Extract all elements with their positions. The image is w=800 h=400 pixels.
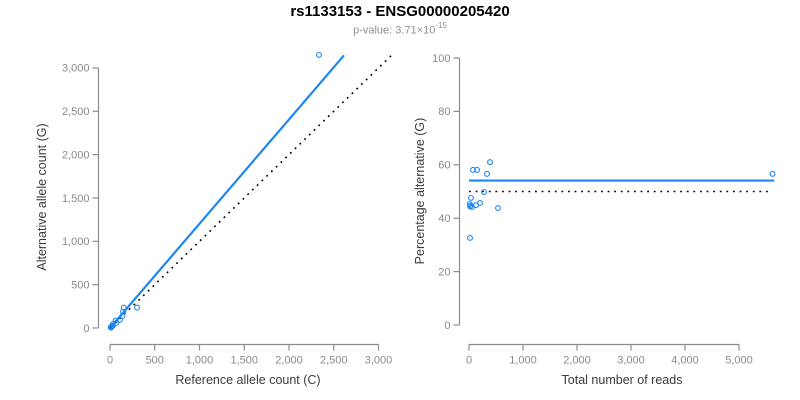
x-tick-label: 2,000 — [275, 355, 303, 367]
scatter-point — [316, 51, 322, 58]
scatter-point — [495, 205, 501, 212]
scatter-point — [467, 235, 473, 241]
regression-line — [109, 54, 345, 329]
y-tick-label: 20 — [438, 266, 450, 278]
scatter-point — [470, 166, 476, 173]
scatter-point — [467, 202, 474, 209]
scatter-point — [474, 166, 480, 173]
x-tick-label: 1,500 — [230, 355, 258, 367]
percentage-vs-reads-scatter-ylabel: Percentage alternative (G) — [413, 118, 427, 265]
allele-count-scatter-ylabel: Alternative allele count (G) — [35, 123, 49, 270]
scatter-point — [477, 200, 483, 206]
scatter-point — [113, 320, 120, 326]
y-tick-label: 1,500 — [62, 193, 90, 205]
x-tick-label: 1,000 — [186, 355, 214, 367]
y-tick-label: 40 — [438, 213, 450, 225]
x-tick-label: 2,000 — [563, 355, 591, 367]
scatter-point — [769, 170, 776, 177]
scatter-point — [120, 308, 126, 315]
y-tick-label: 60 — [438, 160, 450, 172]
y-tick-label: 3,000 — [62, 63, 90, 75]
plot-title: rs1133153 - ENSG00000205420 — [290, 3, 510, 20]
pvalue-text: p-value: 3.71×10 — [353, 24, 436, 37]
y-tick-label: 0 — [83, 323, 89, 335]
y-tick-label: 2,500 — [62, 106, 90, 118]
x-tick-label: 3,000 — [365, 355, 393, 367]
scatter-point — [116, 316, 123, 323]
x-tick-label: 5,000 — [725, 355, 753, 367]
x-tick-label: 500 — [146, 355, 164, 367]
scatter-point — [120, 304, 127, 311]
identity-line — [109, 54, 393, 329]
scatter-point — [484, 170, 490, 177]
scatter-point — [134, 304, 140, 311]
y-tick-label: 500 — [71, 279, 89, 291]
scatter-point — [109, 321, 116, 328]
y-tick-label: 2,000 — [62, 149, 90, 161]
scatter-point — [468, 194, 474, 201]
scatter-point — [487, 159, 493, 166]
pvalue-exponent: -15 — [435, 21, 447, 30]
percentage-vs-reads-scatter-xlabel: Total number of reads — [562, 373, 683, 387]
y-tick-label: 100 — [432, 53, 450, 65]
y-tick-label: 1,000 — [62, 236, 90, 248]
x-tick-label: 3,000 — [617, 355, 645, 367]
x-tick-label: 0 — [466, 355, 472, 367]
x-tick-label: 2,500 — [320, 355, 348, 367]
allele-count-scatter-xlabel: Reference allele count (C) — [175, 373, 320, 387]
plot-subtitle: p-value: 3.71×10-15 — [0, 21, 800, 37]
scatter-point — [481, 189, 487, 195]
y-tick-label: 80 — [438, 106, 450, 118]
x-tick-label: 1,000 — [509, 355, 537, 367]
y-tick-label: 0 — [444, 320, 450, 332]
x-tick-label: 0 — [107, 355, 113, 367]
x-tick-label: 4,000 — [671, 355, 699, 367]
